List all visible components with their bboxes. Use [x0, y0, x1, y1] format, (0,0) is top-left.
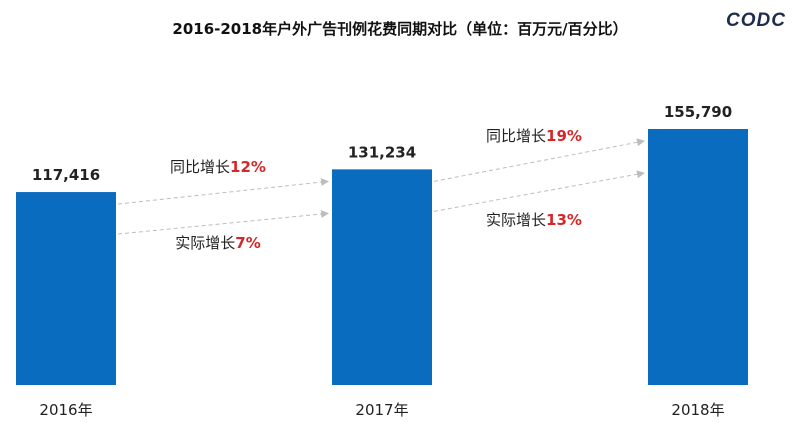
growth-arrow	[117, 178, 329, 205]
x-tick-label: 2017年	[355, 401, 408, 419]
bar-value-label: 117,416	[32, 166, 100, 184]
chart-title: 2016-2018年户外广告刊例花费同期对比（单位：百万元/百分比）	[172, 20, 628, 38]
growth-annotation: 实际增长13%	[486, 211, 582, 229]
x-tick-label: 2018年	[671, 401, 724, 419]
growth-annotation-label: 同比增长	[170, 158, 230, 176]
growth-annotation: 同比增长19%	[486, 127, 582, 145]
x-tick-label: 2016年	[39, 401, 92, 419]
growth-annotation-label: 实际增长	[486, 211, 546, 229]
growth-annotation-percent: 13%	[546, 211, 582, 229]
bar-2018	[648, 129, 748, 385]
bar-value-label: 131,234	[348, 143, 416, 161]
bar-2017	[332, 169, 432, 385]
bar-value-label: 155,790	[664, 103, 732, 121]
growth-annotation-percent: 7%	[235, 234, 260, 252]
growth-annotation: 同比增长12%	[170, 158, 266, 176]
brand-logo: CODC	[726, 10, 786, 31]
growth-annotation-label: 实际增长	[175, 234, 235, 252]
growth-annotation-percent: 19%	[546, 127, 582, 145]
bar-2016	[16, 192, 116, 385]
growth-annotation-label: 同比增长	[486, 127, 546, 145]
growth-arrow	[433, 170, 645, 212]
growth-annotation-percent: 12%	[230, 158, 266, 176]
growth-arrow	[117, 210, 329, 235]
growth-arrow	[433, 138, 645, 182]
growth-annotation: 实际增长7%	[175, 234, 260, 252]
